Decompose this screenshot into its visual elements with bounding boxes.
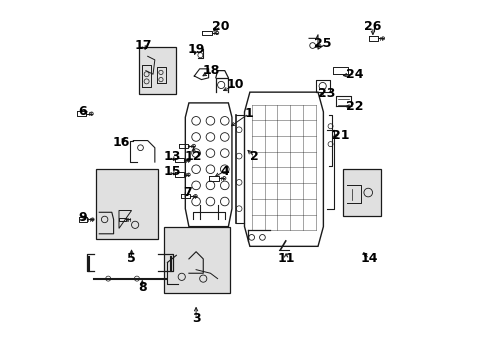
Text: 22: 22	[346, 100, 363, 113]
Text: 19: 19	[187, 42, 204, 55]
Text: 20: 20	[212, 20, 229, 33]
Bar	[343, 169, 380, 216]
Text: 24: 24	[346, 68, 363, 81]
Text: 23: 23	[317, 87, 334, 100]
Text: 10: 10	[226, 78, 244, 91]
Text: 9: 9	[78, 211, 86, 224]
Text: 13: 13	[163, 150, 181, 163]
Text: 5: 5	[127, 252, 136, 265]
Text: 14: 14	[360, 252, 377, 265]
Text: 11: 11	[277, 252, 294, 265]
Text: 2: 2	[250, 150, 258, 163]
Text: 17: 17	[134, 39, 152, 52]
Text: 16: 16	[112, 136, 129, 149]
Text: 3: 3	[191, 311, 200, 325]
Bar	[163, 226, 230, 293]
Text: 15: 15	[163, 165, 181, 177]
Bar	[139, 47, 176, 94]
Text: 6: 6	[78, 105, 86, 118]
Text: 7: 7	[183, 186, 191, 199]
Text: 18: 18	[203, 64, 220, 77]
Text: 1: 1	[244, 107, 253, 120]
Text: 12: 12	[184, 150, 202, 163]
Text: 26: 26	[364, 20, 381, 33]
Bar	[96, 169, 158, 239]
Text: 4: 4	[220, 165, 229, 177]
Text: 21: 21	[331, 129, 348, 142]
Text: 8: 8	[138, 281, 146, 294]
Text: 25: 25	[313, 36, 331, 50]
